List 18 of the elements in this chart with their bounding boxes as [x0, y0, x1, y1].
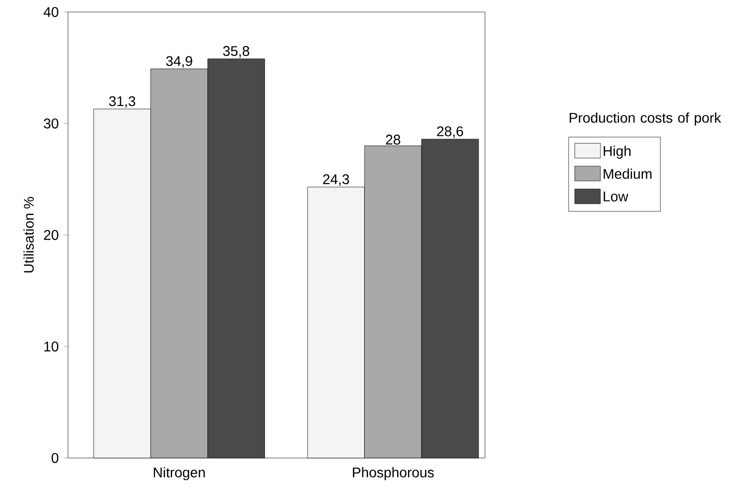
- data-label: 34,9: [166, 56, 192, 68]
- data-label: 35,8: [223, 46, 250, 58]
- y-tick-label: 30: [44, 118, 58, 128]
- y-tick-label: 0: [52, 453, 58, 463]
- data-label: 28,6: [437, 126, 464, 138]
- y-tick-label: 10: [44, 342, 58, 352]
- legend-label: High: [604, 146, 630, 159]
- y-tick-label: 40: [44, 7, 58, 17]
- legend-label: Low: [604, 192, 628, 202]
- data-label: 28: [386, 134, 400, 145]
- x-tick-label: Phosphorous: [352, 467, 434, 480]
- y-tick-label: 20: [44, 230, 58, 240]
- y-axis-title: Utilisation %: [23, 197, 34, 272]
- data-label: 31,3: [109, 96, 136, 108]
- legend-label: Medium: [604, 168, 652, 179]
- legend-title: Production costs of pork: [570, 112, 722, 126]
- data-label: 24,3: [323, 174, 350, 186]
- x-tick-label: Nitrogen: [154, 467, 205, 480]
